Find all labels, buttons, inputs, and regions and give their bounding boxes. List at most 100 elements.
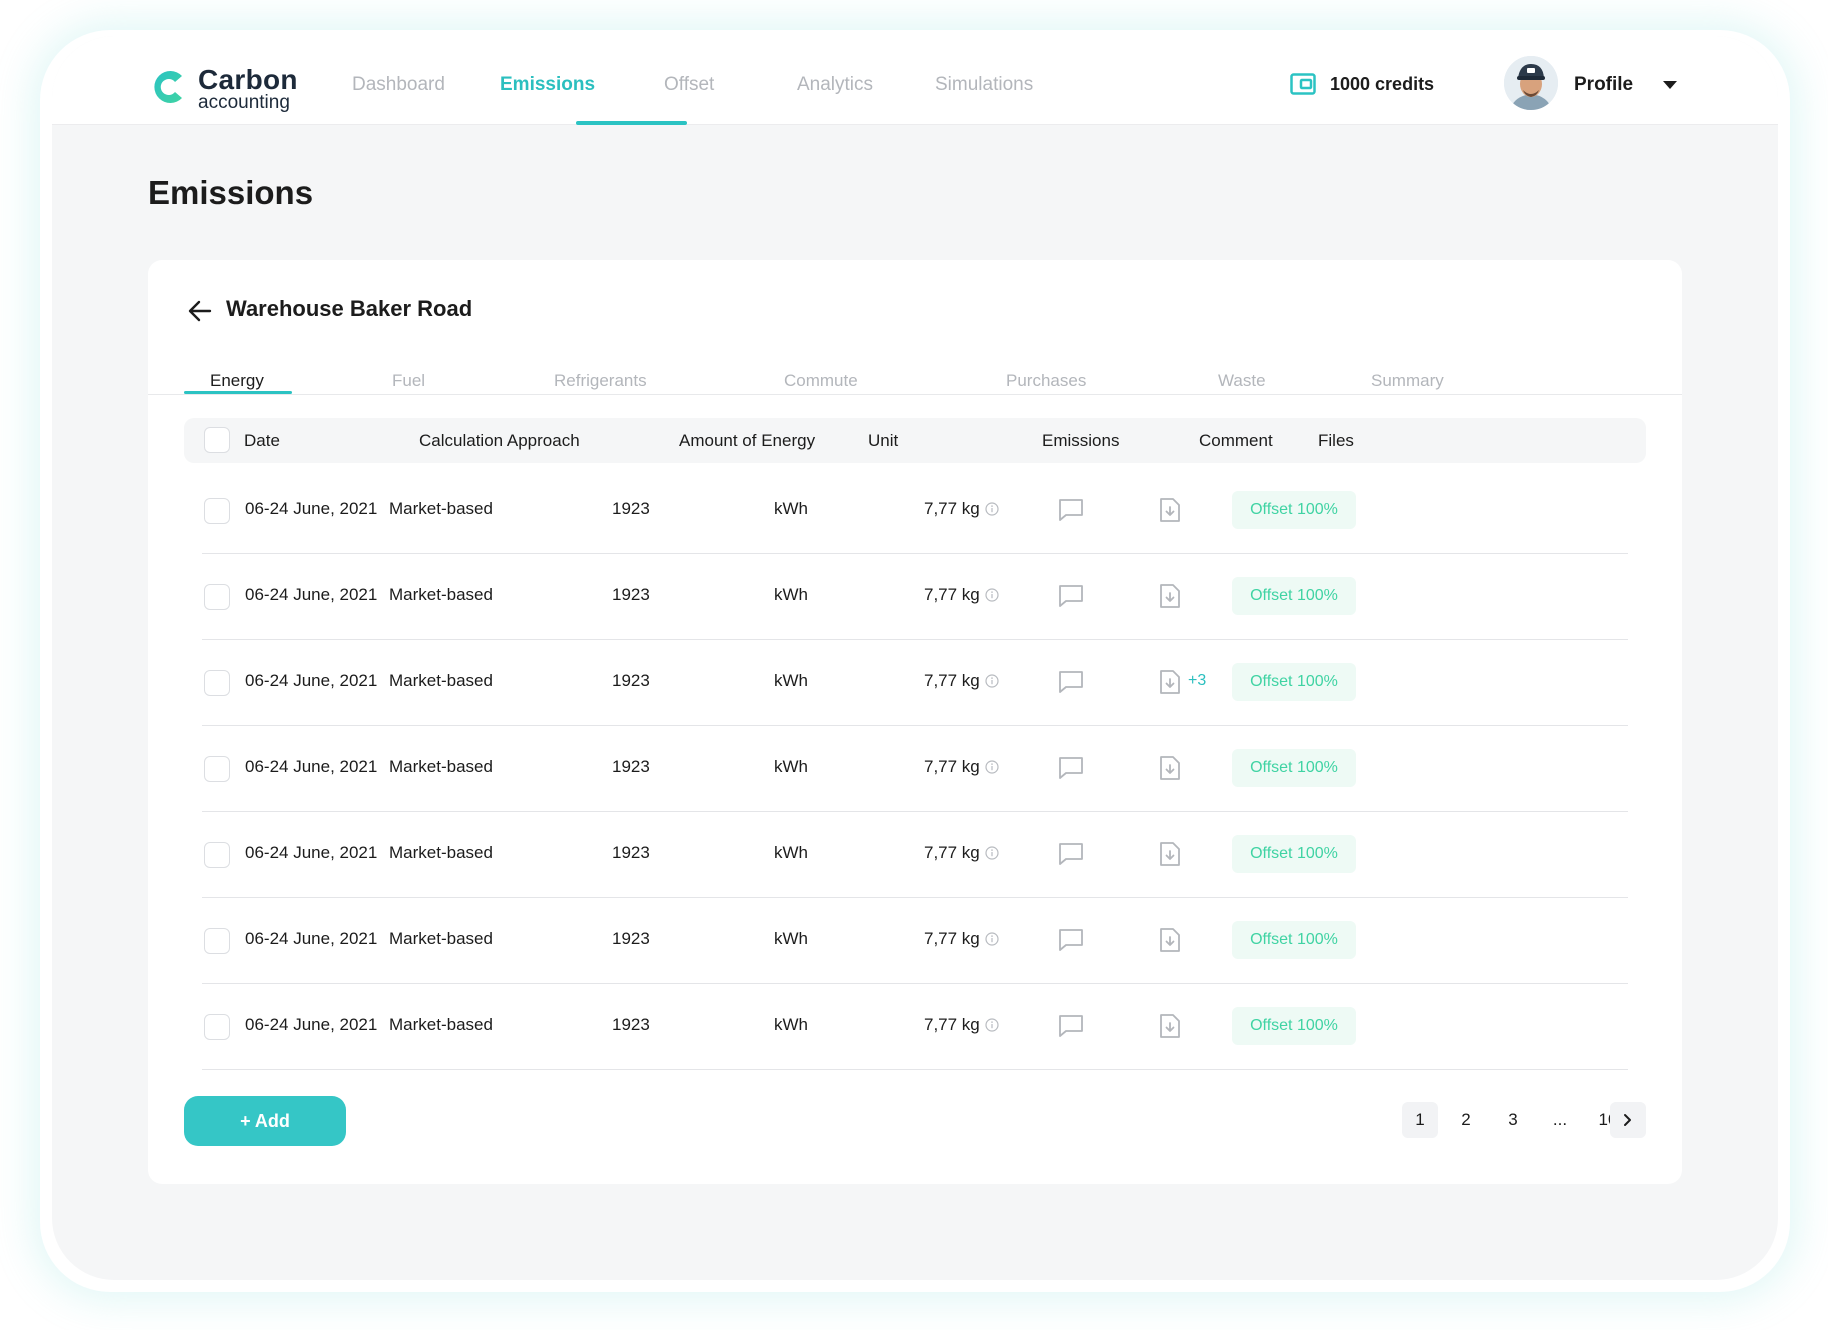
column-calculation-approach[interactable]: Calculation Approach [419,431,580,450]
page-2-button[interactable]: 2 [1461,1110,1471,1129]
comment-icon[interactable] [1058,756,1084,780]
app-window: Carbon accounting Dashboard Emissions Of… [52,36,1778,1280]
info-icon[interactable] [985,674,999,688]
file-download-icon[interactable] [1159,927,1181,953]
comment-icon[interactable] [1058,670,1084,694]
arrow-left-icon[interactable] [188,300,212,322]
file-download-icon[interactable] [1159,755,1181,781]
offset-status-badge[interactable]: Offset 100% [1232,1007,1356,1045]
amount-cell: 1923 [612,1015,650,1034]
add-button[interactable]: + Add [184,1096,346,1146]
approach-cell: Market-based [389,843,493,862]
row-checkbox[interactable] [204,498,230,524]
location-title: Warehouse Baker Road [226,296,473,321]
avatar[interactable] [1504,56,1558,110]
table-row[interactable]: 06-24 June, 2021 Market-based 1923 kWh 7,77 … [202,984,1628,1070]
date-cell: 06-24 June, 2021 [245,585,378,604]
tab-summary[interactable]: Summary [1371,371,1444,390]
table-row[interactable]: 06-24 June, 2021 Market-based 1923 kWh 7,77 … [202,726,1628,812]
column-amount-of-energy[interactable]: Amount of Energy [679,431,816,450]
emissions-cell: 7,77 kg [924,585,999,605]
nav-emissions[interactable]: Emissions [500,74,596,95]
tab-energy[interactable]: Energy [210,371,264,390]
file-download-icon[interactable] [1159,583,1181,609]
brand-logo[interactable]: Carbon accounting [148,64,308,114]
column-comment[interactable]: Comment [1199,431,1273,450]
comment-icon[interactable] [1058,928,1084,952]
files-extra-count[interactable]: +3 [1188,672,1207,689]
row-divider [202,639,1628,640]
amount-cell: 1923 [612,757,650,776]
row-checkbox[interactable] [204,584,230,610]
chevron-right-icon[interactable] [1610,1102,1646,1138]
column-emissions[interactable]: Emissions [1042,431,1120,450]
offset-status-badge[interactable]: Offset 100% [1232,749,1356,787]
column-date[interactable]: Date [244,431,280,450]
table-row[interactable]: 06-24 June, 2021 Market-based 1923 kWh 7,77 … [202,812,1628,898]
column-unit[interactable]: Unit [868,431,899,450]
profile-label[interactable]: Profile [1574,74,1634,95]
nav-dashboard[interactable]: Dashboard [352,74,445,95]
unit-cell: kWh [774,1015,808,1034]
row-checkbox[interactable] [204,756,230,782]
row-checkbox[interactable] [204,1014,230,1040]
file-download-icon[interactable] [1159,1013,1181,1039]
info-icon[interactable] [985,588,999,602]
row-checkbox[interactable] [204,670,230,696]
emissions-cell: 7,77 kg [924,671,999,691]
row-divider [202,725,1628,726]
tab-refrigerants[interactable]: Refrigerants [554,371,647,390]
unit-cell: kWh [774,585,808,604]
tab-commute[interactable]: Commute [784,371,858,390]
page-1-button[interactable]: 1 [1402,1102,1438,1138]
table-row[interactable]: 06-24 June, 2021 Market-based 1923 kWh 7,77 … [202,898,1628,984]
amount-cell: 1923 [612,929,650,948]
emissions-cell: 7,77 kg [924,757,999,777]
offset-status-badge[interactable]: Offset 100% [1232,663,1356,701]
row-checkbox[interactable] [204,928,230,954]
file-download-icon[interactable] [1159,497,1181,523]
info-icon[interactable] [985,1018,999,1032]
comment-icon[interactable] [1058,584,1084,608]
amount-cell: 1923 [612,585,650,604]
comment-icon[interactable] [1058,498,1084,522]
carbon-logo-icon [154,71,182,103]
nav-analytics[interactable]: Analytics [797,74,874,95]
file-download-icon[interactable] [1159,841,1181,867]
info-icon[interactable] [985,502,999,516]
date-cell: 06-24 June, 2021 [245,843,378,862]
page-3-button[interactable]: 3 [1508,1110,1518,1129]
table-row[interactable]: 06-24 June, 2021 Market-based 1923 kWh 7,77 … [202,554,1628,640]
offset-status-badge[interactable]: Offset 100% [1232,577,1356,615]
unit-cell: kWh [774,671,808,690]
column-files[interactable]: Files [1318,431,1354,450]
table-row[interactable]: 06-24 June, 2021 Market-based 1923 kWh 7,77 … [202,640,1628,726]
row-checkbox[interactable] [204,842,230,868]
tab-purchases[interactable]: Purchases [1006,371,1087,390]
offset-status-badge[interactable]: Offset 100% [1232,921,1356,959]
nav-simulations[interactable]: Simulations [935,74,1034,95]
date-cell: 06-24 June, 2021 [245,499,378,518]
date-cell: 06-24 June, 2021 [245,671,378,690]
offset-status-badge[interactable]: Offset 100% [1232,491,1356,529]
file-download-icon[interactable] [1159,669,1181,695]
table-header: Date Calculation Approach Amount of Ener… [184,418,1646,463]
info-icon[interactable] [985,760,999,774]
brand-subtitle: accounting [198,92,290,113]
row-divider [202,553,1628,554]
info-icon[interactable] [985,846,999,860]
nav-offset[interactable]: Offset [664,74,715,95]
tab-fuel[interactable]: Fuel [392,371,426,390]
wallet-icon [1290,73,1316,95]
comment-icon[interactable] [1058,842,1084,866]
info-icon[interactable] [985,932,999,946]
chevron-down-icon[interactable] [1662,80,1678,90]
offset-status-badge[interactable]: Offset 100% [1232,835,1356,873]
tab-waste[interactable]: Waste [1218,371,1266,390]
comment-icon[interactable] [1058,1014,1084,1038]
table-row[interactable]: 06-24 June, 2021 Market-based 1923 kWh 7,77 … [202,468,1628,554]
emissions-cell: 7,77 kg [924,1015,999,1035]
emissions-value: 7,77 kg [924,757,980,776]
unit-cell: kWh [774,929,808,948]
select-all-checkbox[interactable] [204,427,230,453]
